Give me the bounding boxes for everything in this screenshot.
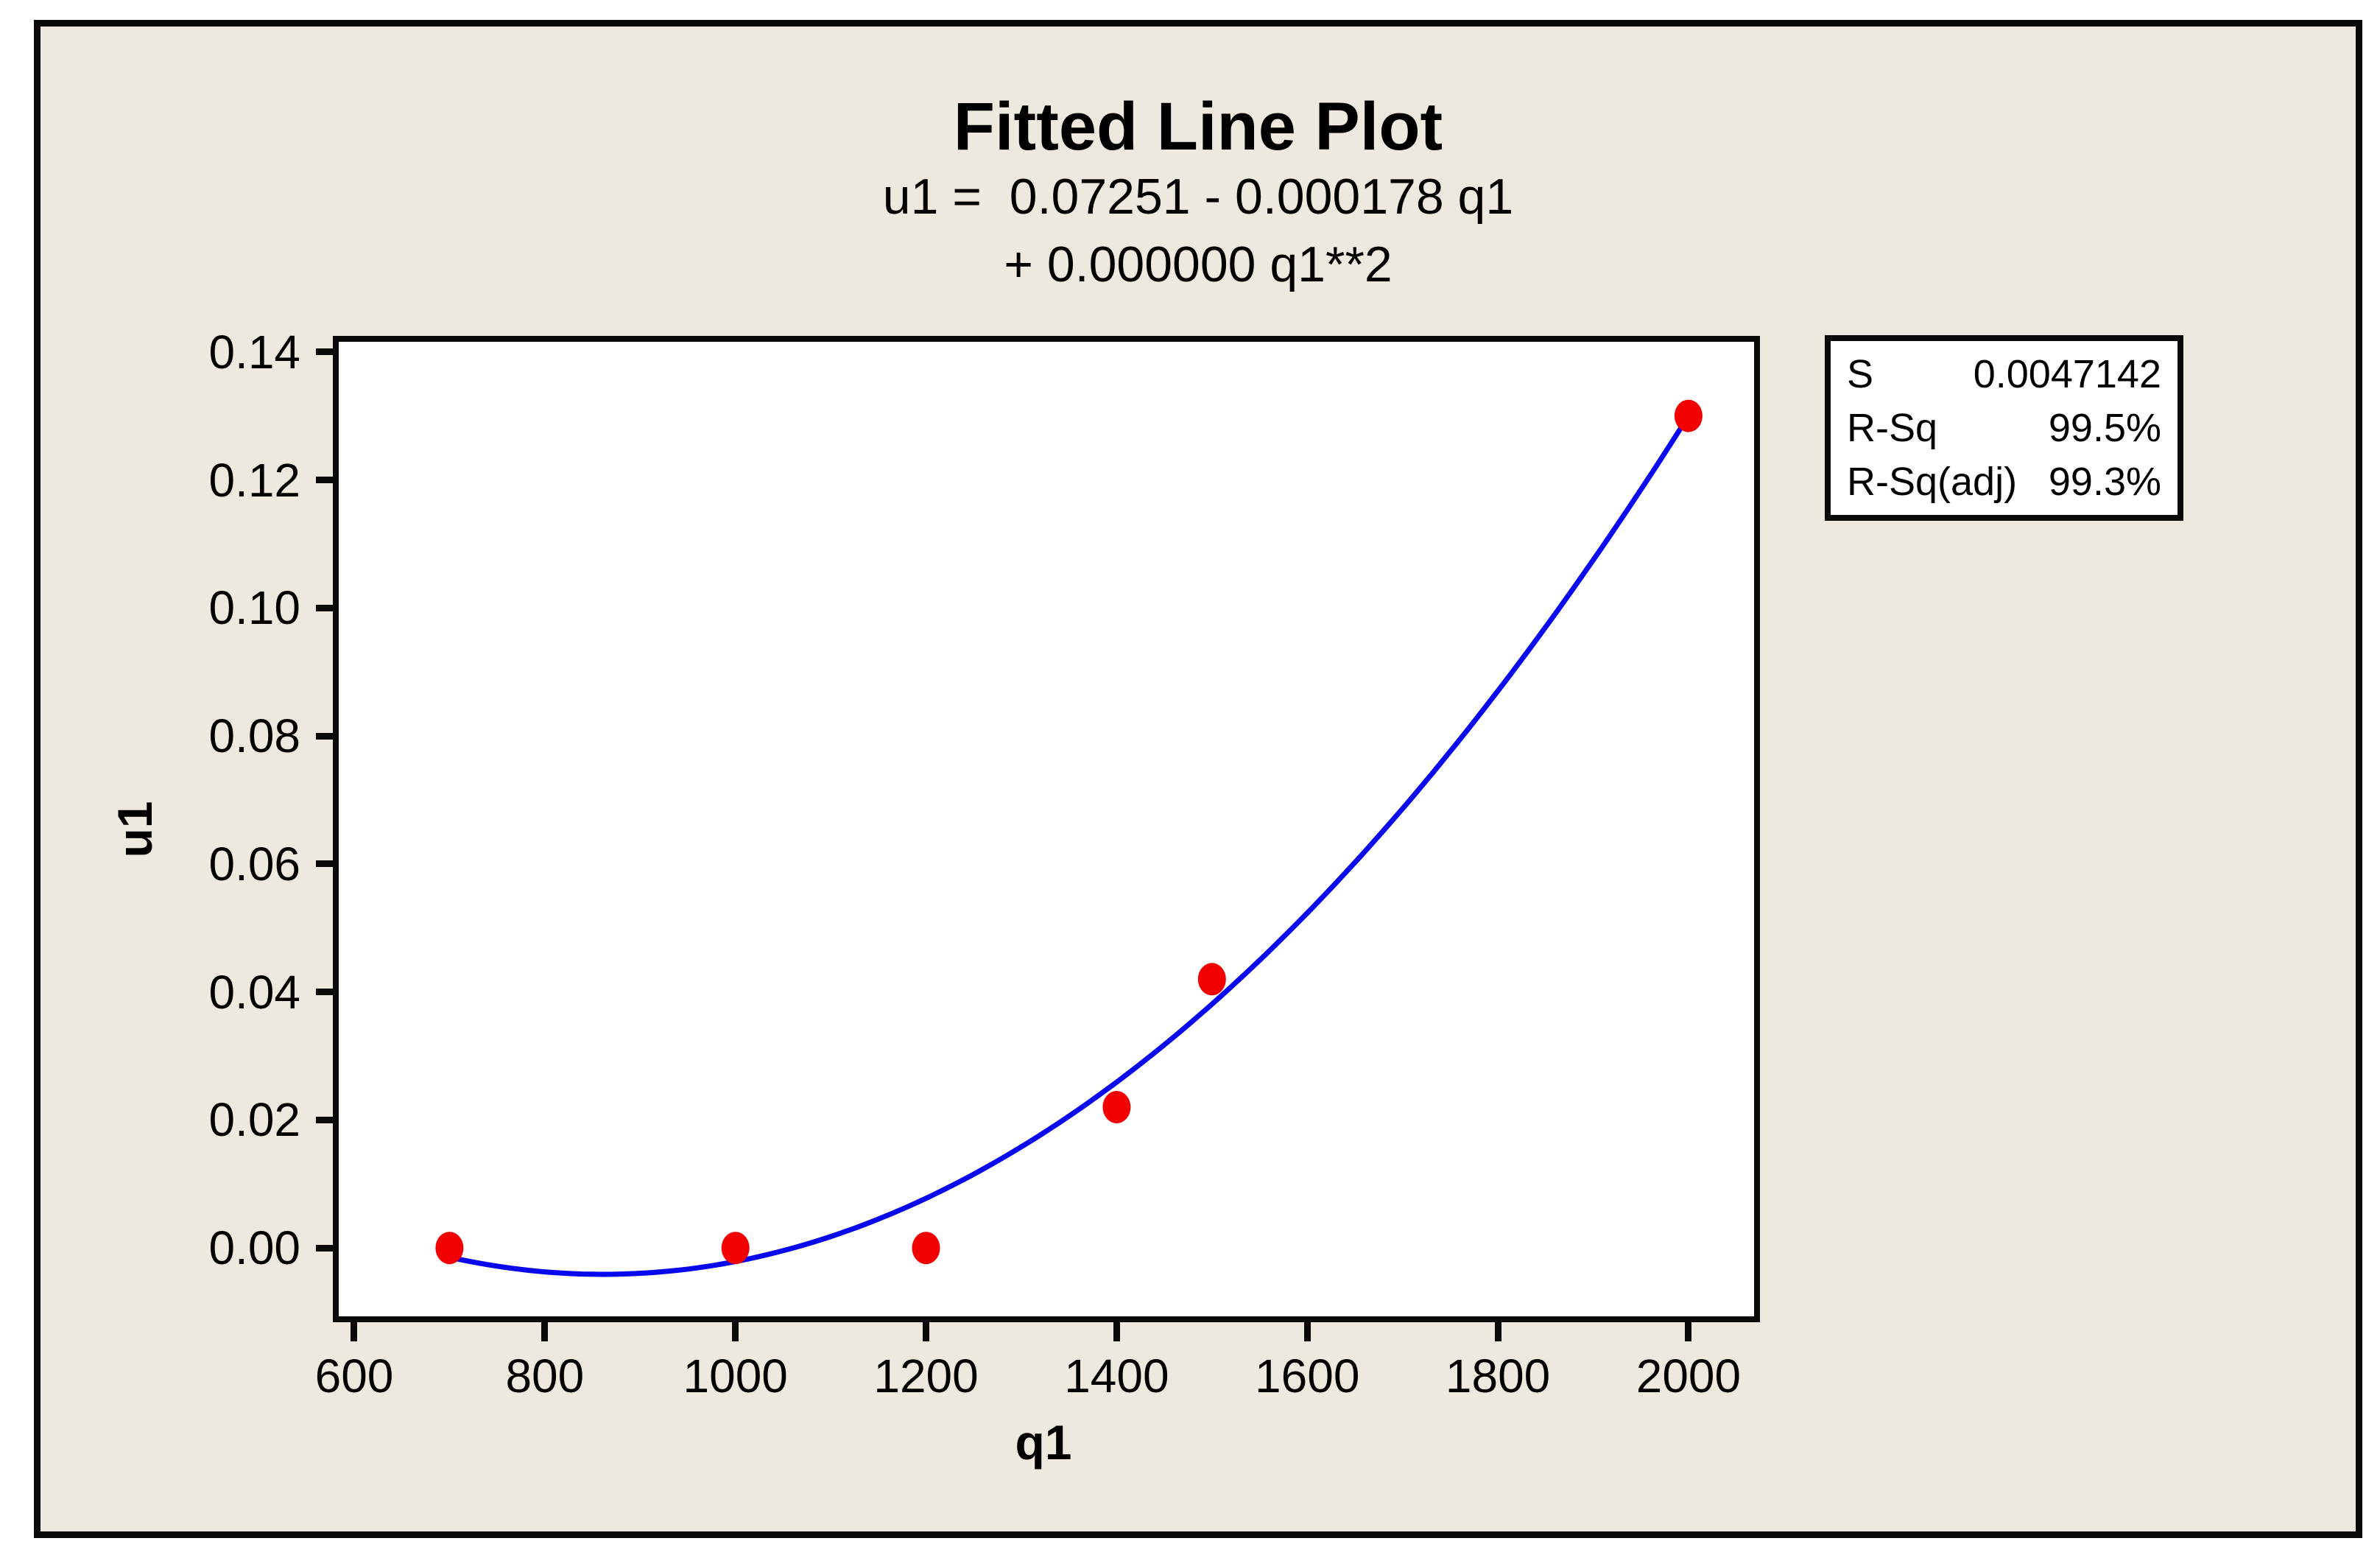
y-tick-mark xyxy=(316,604,334,611)
stats-row-s: S 0.0047142 xyxy=(1847,351,2161,397)
x-tick-mark xyxy=(541,1322,549,1341)
x-tick-mark xyxy=(1303,1322,1311,1341)
x-tick-label: 600 xyxy=(314,1349,394,1403)
stats-value-rsq-adj: 99.3% xyxy=(2048,460,2161,505)
y-tick-label: 0.04 xyxy=(208,965,300,1019)
y-tick-label: 0.10 xyxy=(208,581,300,635)
stats-row-rsq-adj: R-Sq(adj) 99.3% xyxy=(1847,459,2161,505)
x-tick-mark xyxy=(732,1322,739,1341)
chart-title: Fitted Line Plot xyxy=(953,89,1443,164)
y-tick-mark xyxy=(316,989,334,996)
data-point-marker xyxy=(912,1232,940,1265)
x-tick-mark xyxy=(1113,1322,1120,1341)
data-point-marker xyxy=(721,1232,750,1265)
stats-label-rsq: R-Sq xyxy=(1847,405,1938,450)
stats-value-rsq: 99.5% xyxy=(2048,405,2161,450)
y-tick-label: 0.12 xyxy=(208,453,300,507)
x-tick-label: 800 xyxy=(505,1349,585,1403)
y-tick-label: 0.00 xyxy=(208,1221,300,1275)
data-point-marker xyxy=(1674,399,1703,432)
y-tick-mark xyxy=(316,1116,334,1123)
x-tick-label: 1600 xyxy=(1255,1349,1360,1403)
x-tick-label: 1200 xyxy=(873,1349,979,1403)
y-axis-title: u1 xyxy=(108,801,162,858)
x-axis-title: q1 xyxy=(1015,1415,1072,1470)
data-layer xyxy=(435,399,1703,1277)
stats-value-s: 0.0047142 xyxy=(1973,351,2161,396)
y-tick-mark xyxy=(316,860,334,868)
x-tick-label: 1800 xyxy=(1445,1349,1551,1403)
regression-equation-line-1: u1 = 0.07251 - 0.000178 q1 xyxy=(882,169,1514,225)
y-tick-mark xyxy=(316,1244,334,1252)
y-tick-mark xyxy=(316,348,334,356)
x-tick-mark xyxy=(1685,1322,1692,1341)
x-tick-mark xyxy=(1494,1322,1501,1341)
y-tick-label: 0.02 xyxy=(208,1093,300,1147)
stats-label-s: S xyxy=(1847,351,1874,396)
regression-equation-line-2: + 0.000000 q1**2 xyxy=(1004,236,1393,292)
x-tick-label: 2000 xyxy=(1636,1349,1742,1403)
plot-area xyxy=(333,336,1760,1322)
y-tick-mark xyxy=(316,477,334,483)
data-point-marker xyxy=(1102,1091,1131,1123)
y-tick-label: 0.08 xyxy=(208,709,300,763)
x-tick-label: 1000 xyxy=(683,1349,788,1403)
data-point-marker xyxy=(435,1232,464,1265)
x-tick-mark xyxy=(923,1322,930,1341)
y-tick-mark xyxy=(316,732,334,740)
data-point-marker xyxy=(1197,963,1226,996)
y-tick-label: 0.06 xyxy=(208,837,300,891)
x-tick-mark xyxy=(351,1322,358,1341)
stats-row-rsq: R-Sq 99.5% xyxy=(1847,405,2161,451)
stats-label-rsq-adj: R-Sq(adj) xyxy=(1847,460,2018,505)
y-tick-label: 0.14 xyxy=(208,325,300,379)
model-summary-box: S 0.0047142 R-Sq 99.5% R-Sq(adj) 99.3% xyxy=(1825,335,2183,521)
x-tick-label: 1400 xyxy=(1064,1349,1169,1403)
fitted-regression-line xyxy=(448,414,1691,1277)
